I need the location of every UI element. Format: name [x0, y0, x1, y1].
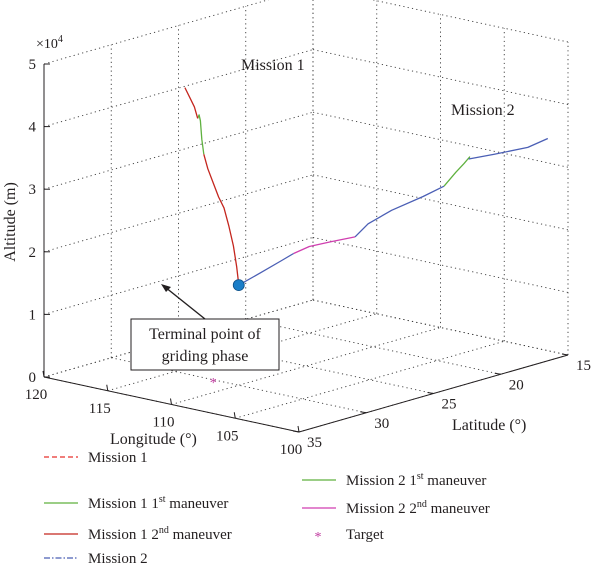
series-line [293, 236, 356, 255]
z-tick-label: 1 [29, 307, 37, 323]
side-wall-grid-line [43, 174, 314, 253]
legend-label: Mission 1 1st maneuver [88, 494, 228, 512]
x-tick-label: 100 [280, 442, 303, 458]
legend-swatch: * [315, 530, 322, 545]
y-tick-label: 35 [307, 435, 322, 451]
axes-layer: 120 115 110 105 100 35 30 25 20 15 0 1 2 3 4 5 [25, 57, 591, 458]
series-line [238, 252, 294, 286]
y-tick-label: 20 [509, 377, 524, 393]
y-tick-mark [561, 353, 569, 356]
y-tick-mark [360, 411, 367, 414]
y-axis-label: Latitude (°) [452, 417, 526, 434]
legend-label: Mission 1 [88, 450, 148, 466]
legend-label: Target [346, 527, 385, 543]
grid-layer [43, 0, 569, 433]
legend-label: Mission 1 2nd maneuver [88, 525, 232, 543]
x-tick-label: 110 [153, 415, 175, 431]
back-wall-grid-line [371, 0, 569, 43]
x-axis-label: Longitude (°) [110, 431, 197, 448]
x-tick-mark [233, 412, 236, 419]
z-tick-label: 5 [29, 57, 37, 73]
z-multiplier: ×104 [36, 34, 63, 52]
y-tick-mark [427, 392, 434, 394]
floor-grid-line [245, 318, 501, 375]
callout-box [130, 318, 280, 371]
callout-text-line1: Terminal point of [149, 326, 261, 343]
terminal-point-callout: Terminal point of griding phase [130, 284, 280, 371]
legend-item: Mission 1 1st maneuver [44, 494, 228, 512]
side-wall-grid-line [43, 111, 314, 190]
callout-text-line2: griding phase [162, 348, 249, 365]
legend-label: Mission 2 1st maneuver [346, 471, 486, 489]
legend-item: Mission 1 2nd maneuver [44, 525, 232, 543]
legend: Mission 1 Mission 1 1st maneuver Mission 1… [44, 450, 490, 567]
y-tick-label: 15 [576, 358, 591, 374]
z-tick-label: 3 [29, 182, 37, 198]
x-tick-label: 120 [25, 387, 48, 403]
y-tick-label: 25 [442, 397, 457, 413]
x-tick-mark [297, 425, 300, 433]
series-line [184, 87, 199, 119]
legend-item: Mission 2 2nd maneuver [302, 499, 490, 517]
z-tick-label: 4 [29, 120, 37, 136]
x-tick-mark [170, 398, 172, 405]
callout-arrow-line [164, 286, 206, 320]
legend-label: Mission 2 [88, 551, 148, 567]
back-wall-grid-line [312, 49, 569, 106]
series-line [443, 156, 471, 187]
y-tick-mark [292, 430, 300, 433]
mission1-annotation: Mission 1 [241, 57, 305, 74]
side-wall-grid-line [43, 0, 270, 65]
legend-item: Mission 2 1st maneuver [302, 471, 486, 489]
legend-label: Mission 2 2nd maneuver [346, 499, 490, 517]
z-axis-label: Altitude (m) [2, 182, 19, 262]
legend-item: * Target [315, 527, 385, 545]
x-tick-label: 105 [216, 428, 239, 444]
target-marker: * [210, 376, 217, 391]
z-tick-label: 0 [29, 370, 37, 386]
legend-item: Mission 2 [44, 551, 148, 567]
mission2-annotation: Mission 2 [451, 102, 515, 119]
series-line [197, 114, 205, 155]
terminal-point-marker [232, 279, 245, 291]
series-line [468, 137, 549, 160]
series-line [354, 185, 445, 238]
callout-arrow-head [161, 284, 171, 292]
x-tick-mark [42, 370, 45, 378]
z-tick-label: 2 [29, 245, 37, 261]
y-tick-mark [494, 372, 501, 375]
series-line [203, 154, 240, 286]
z-multiplier-exponent: 4 [58, 34, 63, 45]
legend-item: Mission 1 [44, 450, 148, 466]
x-tick-mark [106, 384, 109, 391]
x-tick-label: 115 [89, 401, 111, 417]
data-layer: * [184, 87, 549, 391]
y-tick-label: 30 [374, 416, 389, 432]
